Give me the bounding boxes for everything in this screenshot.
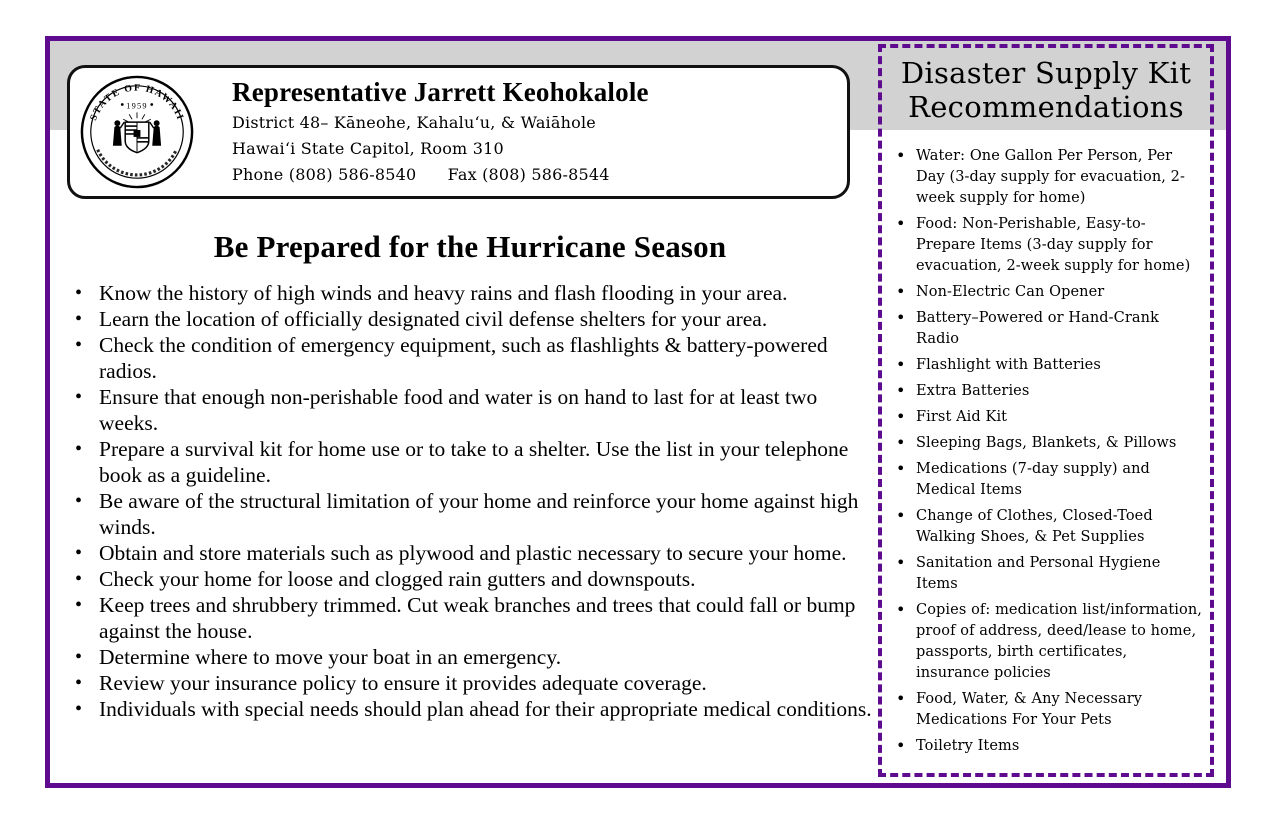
list-item: Battery–Powered or Hand-Crank Radio xyxy=(890,307,1204,350)
list-item: Be aware of the structural limitation of… xyxy=(73,488,873,540)
list-item: Ensure that enough non-perishable food a… xyxy=(73,384,873,436)
sidebar-title-line1: Disaster Supply Kit xyxy=(900,56,1192,90)
seal-sun-rays xyxy=(123,112,151,123)
list-item: Non-Electric Can Opener xyxy=(890,281,1204,303)
main-article: Be Prepared for the Hurricane Season Kno… xyxy=(65,221,875,722)
list-item: Toiletry Items xyxy=(890,735,1204,757)
list-item: Determine where to move your boat in an … xyxy=(73,644,873,670)
list-item: Sanitation and Personal Hygiene Items xyxy=(890,552,1204,595)
list-item: Copies of: medication list/information, … xyxy=(890,599,1204,684)
supply-kit-sidebar: Disaster Supply Kit Recommendations Wate… xyxy=(878,44,1214,777)
seal-year: 1959 xyxy=(126,101,147,110)
list-item: Individuals with special needs should pl… xyxy=(73,696,873,722)
list-item: Keep trees and shrubbery trimmed. Cut we… xyxy=(73,592,873,644)
hawaii-state-seal-icon: STATE OF HAWAII 1959 xyxy=(80,75,194,189)
sidebar-title-line2: Recommendations xyxy=(908,90,1184,124)
seal-shield xyxy=(124,121,150,154)
fax-number: Fax (808) 586-8544 xyxy=(447,164,610,184)
list-item: Medications (7-day supply) and Medical I… xyxy=(890,458,1204,501)
list-item: Check your home for loose and clogged ra… xyxy=(73,566,873,592)
phone-number: Phone (808) 586-8540 xyxy=(232,164,417,184)
list-item: Sleeping Bags, Blankets, & Pillows xyxy=(890,432,1204,454)
purple-frame: STATE OF HAWAII 1959 xyxy=(45,36,1231,788)
preparedness-list: Know the history of high winds and heavy… xyxy=(65,280,875,722)
list-item: Obtain and store materials such as plywo… xyxy=(73,540,873,566)
list-item: Review your insurance policy to ensure i… xyxy=(73,670,873,696)
list-item: Food: Non-Perishable, Easy-to-Prepare It… xyxy=(890,213,1204,277)
header-text-block: Representative Jarrett Keohokalole Distr… xyxy=(232,77,649,188)
list-item: Water: One Gallon Per Person, Per Day (3… xyxy=(890,145,1204,209)
list-item: Learn the location of officially designa… xyxy=(73,306,873,332)
seal-motto-band xyxy=(96,149,178,177)
seal-figures xyxy=(112,120,162,146)
list-item: Change of Clothes, Closed-Toed Walking S… xyxy=(890,505,1204,548)
phone-fax-line: Phone (808) 586-8540 Fax (808) 586-8544 xyxy=(232,162,649,188)
list-item: Extra Batteries xyxy=(890,380,1204,402)
representative-name: Representative Jarrett Keohokalole xyxy=(232,76,649,107)
sidebar-title: Disaster Supply Kit Recommendations xyxy=(882,48,1210,124)
list-item: Know the history of high winds and heavy… xyxy=(73,280,873,306)
page-title: Be Prepared for the Hurricane Season xyxy=(213,229,727,264)
address-line: Hawaiʻi State Capitol, Room 310 xyxy=(232,138,504,158)
list-item: First Aid Kit xyxy=(890,406,1204,428)
list-item: Flashlight with Batteries xyxy=(890,354,1204,376)
supply-kit-list: Water: One Gallon Per Person, Per Day (3… xyxy=(882,124,1210,757)
district-line: District 48– Kāneohe, Kahaluʻu, & Waiāho… xyxy=(232,112,596,132)
list-item: Food, Water, & Any Necessary Medications… xyxy=(890,688,1204,731)
list-item: Check the condition of emergency equipme… xyxy=(73,332,873,384)
representative-header-box: STATE OF HAWAII 1959 xyxy=(67,65,850,199)
list-item: Prepare a survival kit for home use or t… xyxy=(73,436,873,488)
